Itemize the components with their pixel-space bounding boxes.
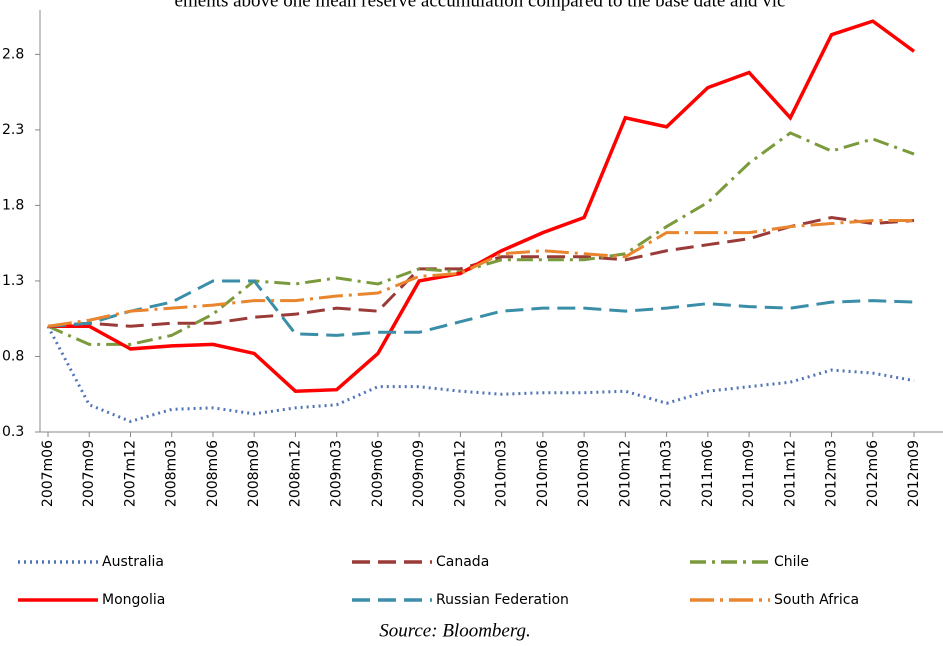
x-tick-label: 2008m03 bbox=[164, 440, 180, 507]
x-tick-label: 2009m06 bbox=[370, 440, 386, 507]
chart-title: ements above one mean reserve accumulati… bbox=[175, 0, 786, 11]
x-tick-label: 2008m06 bbox=[205, 440, 221, 507]
y-tick-label: 2.8 bbox=[2, 46, 24, 62]
y-tick-label: 1.8 bbox=[2, 197, 24, 213]
x-tick-label: 2007m12 bbox=[122, 440, 138, 507]
x-tick-label: 2010m12 bbox=[617, 440, 633, 507]
series-line bbox=[47, 215, 915, 328]
x-tick-label: 2012m06 bbox=[865, 440, 881, 507]
x-tick-label: 2011m12 bbox=[782, 440, 798, 507]
x-tick-label: 2010m03 bbox=[494, 440, 510, 507]
legend-label: Canada bbox=[436, 554, 489, 570]
x-tick-label: 2009m09 bbox=[411, 440, 427, 507]
y-tick-label: 0.8 bbox=[2, 348, 24, 364]
x-tick-label: 2008m12 bbox=[287, 440, 303, 507]
x-tick-label: 2012m09 bbox=[906, 440, 922, 507]
x-tick-label: 2007m06 bbox=[40, 440, 56, 507]
y-tick-label: 1.3 bbox=[2, 273, 24, 289]
series-line bbox=[47, 279, 915, 337]
x-tick-label: 2009m12 bbox=[452, 440, 468, 507]
x-tick-label: 2009m03 bbox=[329, 440, 345, 507]
x-tick-label: 2010m06 bbox=[535, 440, 551, 507]
x-tick-label: 2011m06 bbox=[700, 440, 716, 507]
legend-label: Chile bbox=[774, 554, 809, 570]
x-tick-label: 2010m09 bbox=[576, 440, 592, 507]
legend-label: Russian Federation bbox=[436, 592, 569, 608]
series-line bbox=[48, 19, 916, 393]
x-tick-label: 2011m03 bbox=[659, 440, 675, 507]
series-line bbox=[47, 131, 915, 346]
x-tick-label: 2011m09 bbox=[741, 440, 757, 507]
legend-label: Australia bbox=[102, 554, 164, 570]
y-tick-label: 2.3 bbox=[2, 122, 24, 138]
source-note: Source: Bloomberg. bbox=[379, 620, 531, 641]
x-tick-label: 2012m03 bbox=[824, 440, 840, 507]
series-line bbox=[46, 325, 915, 424]
series-line bbox=[47, 219, 915, 328]
legend-label: South Africa bbox=[774, 592, 859, 608]
legend-label: Mongolia bbox=[102, 592, 165, 608]
x-tick-label: 2007m09 bbox=[81, 440, 97, 507]
y-tick-label: 0.3 bbox=[2, 424, 24, 440]
x-tick-label: 2008m09 bbox=[246, 440, 262, 507]
